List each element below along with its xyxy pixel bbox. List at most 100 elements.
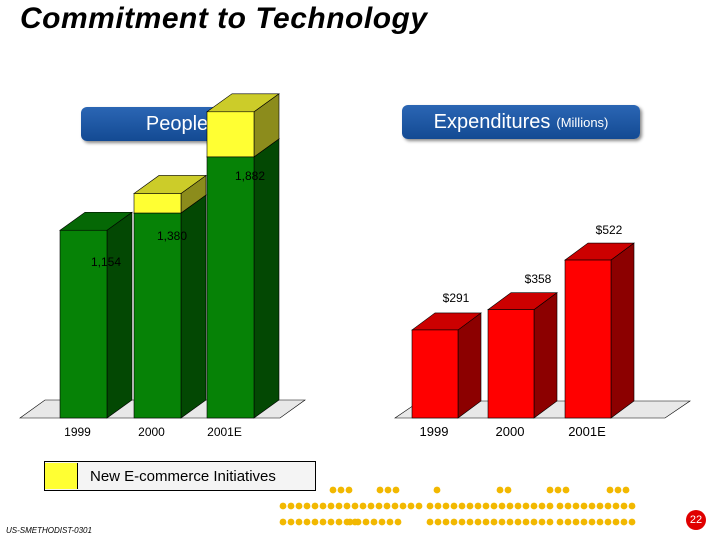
decor-dot-2-2-9 — [498, 518, 506, 526]
decor-dot-0-3-0 — [496, 486, 504, 494]
decor-dot-2-3-9 — [628, 518, 636, 526]
decor-dot-1-0-8 — [343, 502, 351, 510]
decor-dot-1-0-0 — [279, 502, 287, 510]
decor-dot-1-1-2 — [442, 502, 450, 510]
decor-dot-2-2-12 — [522, 518, 530, 526]
decor-dot-2-0-3 — [303, 518, 311, 526]
decor-dot-2-0-1 — [287, 518, 295, 526]
decor-dot-1-1-7 — [482, 502, 490, 510]
decor-dot-2-3-2 — [572, 518, 580, 526]
decor-dot-2-1-0 — [346, 518, 354, 526]
decor-dot-1-0-17 — [415, 502, 423, 510]
decor-dot-0-1-1 — [384, 486, 392, 494]
page-number: 22 — [686, 510, 706, 530]
decor-dot-0-5-1 — [614, 486, 622, 494]
decor-dot-1-1-11 — [514, 502, 522, 510]
decor-dot-2-2-8 — [490, 518, 498, 526]
decor-dot-1-1-0 — [426, 502, 434, 510]
expenditures-data-label-2001E: $522 — [596, 223, 623, 237]
decor-dot-0-4-0 — [546, 486, 554, 494]
decor-dot-2-3-3 — [580, 518, 588, 526]
decor-dot-2-0-5 — [319, 518, 327, 526]
decor-dot-2-2-7 — [482, 518, 490, 526]
decor-dot-1-2-8 — [620, 502, 628, 510]
legend-swatch — [45, 463, 78, 489]
decor-dot-0-0-2 — [345, 486, 353, 494]
decor-dot-0-0-1 — [337, 486, 345, 494]
expenditures-tick-1999: 1999 — [420, 424, 449, 439]
decor-dot-1-1-5 — [466, 502, 474, 510]
decor-dot-2-0-0 — [279, 518, 287, 526]
decor-dot-0-5-2 — [622, 486, 630, 494]
people-bar-2001E-front — [206, 156, 255, 419]
decor-dot-1-2-9 — [628, 502, 636, 510]
expenditures-tick-2001E: 2001E — [568, 424, 606, 439]
decor-dot-1-0-14 — [391, 502, 399, 510]
decor-dot-2-2-10 — [506, 518, 514, 526]
decor-dot-0-5-0 — [606, 486, 614, 494]
decor-dot-1-1-9 — [498, 502, 506, 510]
decor-dot-2-3-1 — [564, 518, 572, 526]
people-tick-1999: 1999 — [64, 425, 91, 439]
decor-dot-2-2-3 — [450, 518, 458, 526]
decor-dot-1-2-1 — [564, 502, 572, 510]
decor-dot-2-3-0 — [556, 518, 564, 526]
decor-dot-2-3-8 — [620, 518, 628, 526]
decor-dot-2-0-7 — [335, 518, 343, 526]
decor-dot-1-2-5 — [596, 502, 604, 510]
decor-dot-1-1-13 — [530, 502, 538, 510]
decor-dot-2-1-6 — [394, 518, 402, 526]
decor-dot-2-0-6 — [327, 518, 335, 526]
decor-dot-1-0-10 — [359, 502, 367, 510]
expenditures-bar-2000-front — [487, 309, 535, 419]
expenditures-bar-2001E-side — [610, 242, 635, 419]
decor-dot-0-2-0 — [433, 486, 441, 494]
people-tick-2000: 2000 — [138, 425, 165, 439]
decor-dot-2-1-2 — [362, 518, 370, 526]
decor-dot-1-0-9 — [351, 502, 359, 510]
expenditures-header-label: Expenditures — [433, 110, 551, 133]
expenditures-data-label-2000: $358 — [525, 272, 552, 286]
decor-dot-2-2-2 — [442, 518, 450, 526]
decor-dot-2-0-2 — [295, 518, 303, 526]
people-tick-2001E: 2001E — [207, 425, 242, 439]
decor-dot-1-0-1 — [287, 502, 295, 510]
decor-dot-1-0-5 — [319, 502, 327, 510]
decor-dot-0-1-0 — [376, 486, 384, 494]
decor-dot-1-2-6 — [604, 502, 612, 510]
decor-dot-1-2-0 — [556, 502, 564, 510]
decor-dot-1-0-13 — [383, 502, 391, 510]
decor-dot-1-0-15 — [399, 502, 407, 510]
decor-dot-1-1-1 — [434, 502, 442, 510]
decor-dot-2-3-4 — [588, 518, 596, 526]
decor-dot-2-3-6 — [604, 518, 612, 526]
decor-dot-1-1-10 — [506, 502, 514, 510]
decor-dot-2-1-3 — [370, 518, 378, 526]
people-initiative-bar-2001E-front — [206, 111, 255, 158]
decor-dot-1-0-4 — [311, 502, 319, 510]
people-data-label-2000: 1,380 — [157, 229, 187, 243]
decor-dot-1-1-15 — [546, 502, 554, 510]
decor-dot-1-1-12 — [522, 502, 530, 510]
decor-dot-0-0-0 — [329, 486, 337, 494]
expenditures-header-unit: (Millions) — [556, 114, 609, 130]
decor-dot-1-0-6 — [327, 502, 335, 510]
decor-dot-2-2-4 — [458, 518, 466, 526]
people-header-label: People — [145, 112, 209, 135]
decor-dot-2-2-6 — [474, 518, 482, 526]
decor-dot-1-1-14 — [538, 502, 546, 510]
decor-dot-1-2-4 — [588, 502, 596, 510]
decor-dot-1-1-6 — [474, 502, 482, 510]
decor-dot-1-0-16 — [407, 502, 415, 510]
expenditures-bar-2001E-front — [564, 259, 612, 419]
expenditures-bar-1999-front — [411, 329, 459, 419]
expenditures-bar-1999-side — [457, 312, 482, 419]
decor-dot-0-1-2 — [392, 486, 400, 494]
decor-dot-1-0-11 — [367, 502, 375, 510]
decor-dot-1-2-2 — [572, 502, 580, 510]
decor-dot-2-2-14 — [538, 518, 546, 526]
people-initiative-bar-2000-front — [133, 193, 182, 214]
decor-dot-2-2-0 — [426, 518, 434, 526]
decor-dot-1-0-12 — [375, 502, 383, 510]
